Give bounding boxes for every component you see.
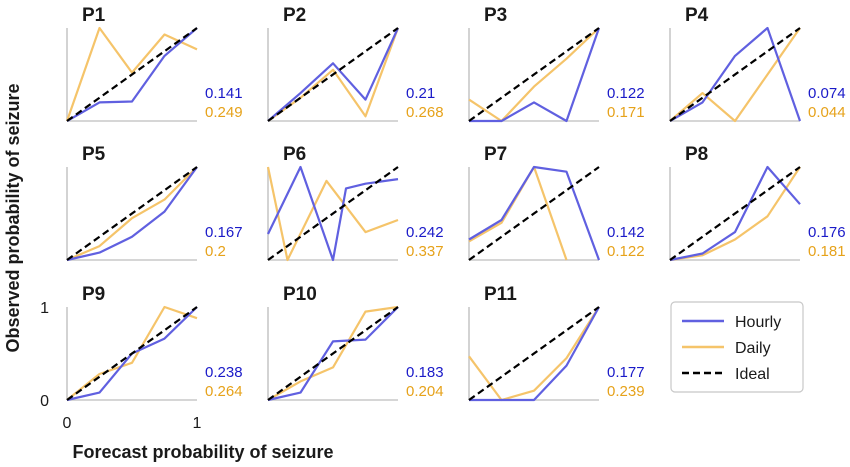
panel-title: P1: [82, 5, 106, 26]
panel-title: P9: [82, 284, 105, 305]
panel-p8: P8 0.176 0.181: [669, 144, 846, 262]
y-tick-label: 0: [40, 393, 49, 410]
hourly-series-line: [267, 306, 399, 402]
daily-score: 0.249: [205, 104, 243, 121]
daily-score: 0.204: [406, 383, 444, 400]
panel-grid: P1 0.141 0.249 P2 0.21 0.268 P3 0.122 0.171 P4 0.0…: [65, 5, 846, 402]
daily-series-line: [66, 166, 198, 262]
hourly-series-line: [469, 306, 600, 402]
daily-score: 0.122: [607, 243, 645, 260]
legend-box: [670, 301, 804, 393]
daily-series-line: [468, 27, 600, 123]
ideal-line: [468, 166, 600, 261]
panel-title: P10: [283, 284, 317, 305]
axis-ticks: 1 00 1: [40, 300, 201, 432]
panel-title: P11: [484, 284, 517, 305]
x-tick-label: 0: [63, 415, 72, 432]
ideal-line: [669, 27, 801, 122]
hourly-series-line: [66, 27, 198, 122]
x-axis-label: Forecast probability of seizure: [72, 442, 333, 462]
panel-p6: P6 0.242 0.337: [266, 144, 444, 262]
daily-series-line: [266, 166, 399, 262]
x-tick-label: 1: [193, 415, 202, 432]
hourly-score: 0.074: [808, 85, 846, 102]
legend-ideal-label: Ideal: [735, 366, 770, 383]
hourly-score: 0.167: [205, 224, 243, 241]
daily-series-line: [66, 305, 198, 401]
panel-p9: P9 0.238 0.264: [66, 284, 243, 402]
ideal-line: [66, 166, 198, 261]
panel-title: P2: [283, 5, 306, 26]
legend-hourly-label: Hourly: [735, 314, 781, 331]
legend: Hourly Daily Ideal: [670, 301, 804, 393]
daily-series-line: [669, 166, 801, 262]
panel-title: P7: [484, 144, 507, 165]
hourly-series-line: [66, 166, 198, 262]
hourly-score: 0.176: [808, 224, 846, 241]
legend-daily-label: Daily: [735, 340, 771, 357]
ideal-line: [66, 27, 198, 122]
panel-title: P4: [685, 5, 709, 26]
hourly-series-line: [669, 26, 802, 122]
panel-p7: P7 0.142 0.122: [468, 144, 645, 261]
ideal-line: [66, 306, 198, 401]
ideal-line: [669, 166, 801, 261]
ideal-line: [267, 306, 399, 401]
hourly-series-line: [468, 165, 601, 261]
hourly-score: 0.141: [205, 85, 243, 102]
hourly-series-line: [669, 165, 801, 262]
daily-score: 0.044: [808, 104, 846, 121]
hourly-series-line: [267, 165, 399, 262]
y-axis-label: Observed probability of seizure: [3, 83, 23, 352]
daily-score: 0.268: [406, 104, 444, 121]
panel-p4: P4 0.074 0.044: [669, 5, 846, 123]
panel-title: P5: [82, 144, 106, 165]
panel-p2: P2 0.21 0.268: [267, 5, 444, 122]
panel-p11: P11 0.177 0.239: [468, 284, 645, 402]
daily-score: 0.239: [607, 383, 645, 400]
daily-series-line: [65, 26, 198, 122]
hourly-score: 0.122: [607, 85, 645, 102]
hourly-score: 0.238: [205, 364, 243, 381]
daily-score: 0.2: [205, 243, 226, 260]
hourly-series-line: [469, 27, 601, 123]
hourly-score: 0.242: [406, 224, 444, 241]
panel-p10: P10 0.183 0.204: [267, 284, 444, 402]
panel-title: P6: [283, 144, 306, 165]
daily-score: 0.337: [406, 243, 444, 260]
daily-score: 0.181: [808, 243, 846, 260]
hourly-series-line: [267, 27, 400, 122]
daily-series-line: [468, 165, 568, 261]
ideal-line: [468, 27, 600, 122]
daily-series-line: [267, 305, 399, 401]
hourly-score: 0.21: [406, 85, 435, 102]
ideal-line: [267, 166, 399, 261]
hourly-score: 0.142: [607, 224, 645, 241]
panel-p5: P5 0.167 0.2: [66, 144, 243, 262]
hourly-score: 0.183: [406, 364, 444, 381]
panel-title: P3: [484, 5, 507, 26]
y-tick-label: 1: [40, 300, 49, 317]
panel-p3: P3 0.122 0.171: [468, 5, 645, 123]
panel-title: P8: [685, 144, 708, 165]
panel-p1: P1 0.141 0.249: [65, 5, 243, 122]
hourly-score: 0.177: [607, 364, 645, 381]
daily-score: 0.264: [205, 383, 243, 400]
ideal-line: [468, 306, 600, 401]
daily-score: 0.171: [607, 104, 645, 121]
ideal-line: [267, 27, 399, 122]
